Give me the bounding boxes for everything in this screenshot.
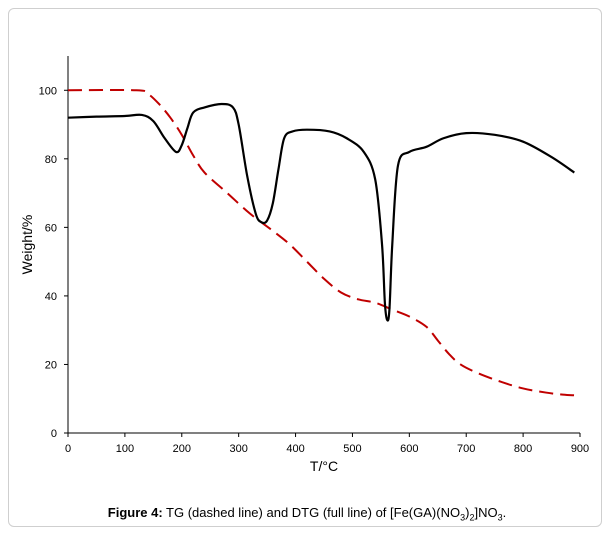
chart-svg: 0 100 200 300 400 500 600 700 800 900 0 20 40 60 80 100… [19,56,590,474]
x-tick-label: 500 [343,443,361,455]
y-tick-label: 0 [51,428,57,440]
x-tick-label: 0 [65,443,71,455]
caption-sub3: 3 [497,512,503,523]
x-tick-label: 800 [514,443,532,455]
caption-end: . [502,505,507,520]
series-layer [67,89,575,397]
caption-mid1: ) [465,505,470,520]
y-tick-label: 100 [39,85,57,97]
y-tick-label: 40 [45,291,57,303]
caption-sub2: 2 [469,512,475,523]
x-axis-title: T/°C [310,458,338,474]
caption-label: Figure 4: [107,505,163,520]
ticks: 0 100 200 300 400 500 600 700 800 900 0 20 40 60 80 100 [39,85,590,455]
x-tick-label: 700 [457,443,475,455]
y-tick-label: 80 [45,154,57,166]
dtg-series-line [67,102,575,322]
caption-text-before: TG (dashed line) and DTG (full line) of … [162,505,461,520]
y-axis-title: Weight/% [19,215,35,275]
tg-series-line [67,89,575,397]
x-tick-label: 600 [400,443,418,455]
x-tick-label: 400 [286,443,304,455]
x-tick-label: 200 [173,443,191,455]
y-tick-label: 20 [45,359,57,371]
y-tick-label: 60 [45,222,57,234]
caption-sub1: 3 [460,512,466,523]
figure-caption: Figure 4: TG (dashed line) and DTG (full… [0,505,614,523]
figure-frame [8,8,602,527]
x-tick-label: 300 [229,443,247,455]
caption-mid2: ]NO [474,505,498,520]
x-tick-label: 900 [571,443,589,455]
x-tick-label: 100 [116,443,134,455]
axes [67,56,580,434]
